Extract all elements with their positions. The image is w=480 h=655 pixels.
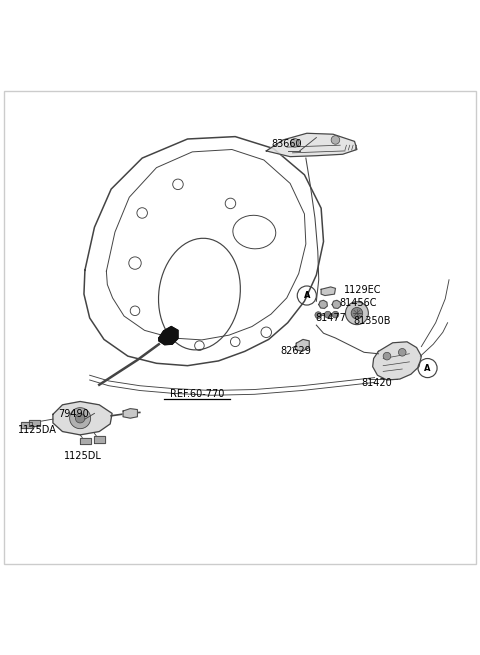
Text: 79490: 79490 (59, 409, 89, 419)
Circle shape (324, 311, 331, 318)
Polygon shape (295, 339, 309, 351)
Circle shape (331, 136, 340, 144)
Circle shape (383, 352, 391, 360)
Polygon shape (159, 327, 178, 345)
Polygon shape (123, 409, 137, 418)
Circle shape (315, 312, 322, 318)
Polygon shape (266, 133, 357, 157)
Circle shape (70, 407, 91, 428)
Text: 1129EC: 1129EC (344, 286, 382, 295)
Polygon shape (321, 287, 336, 295)
Polygon shape (80, 438, 91, 445)
Polygon shape (22, 422, 32, 428)
Circle shape (351, 307, 363, 319)
Text: 81350B: 81350B (354, 316, 391, 326)
Circle shape (290, 138, 299, 147)
Polygon shape (95, 436, 105, 443)
Text: 82629: 82629 (281, 346, 312, 356)
Circle shape (346, 302, 368, 325)
Text: 81420: 81420 (362, 378, 393, 388)
Polygon shape (53, 402, 112, 435)
Text: REF.60-770: REF.60-770 (170, 388, 224, 399)
Text: 1125DL: 1125DL (63, 451, 101, 460)
Text: 1125DA: 1125DA (18, 425, 57, 435)
Circle shape (398, 348, 406, 356)
Text: A: A (303, 291, 310, 300)
Circle shape (332, 311, 339, 318)
Text: 81456C: 81456C (339, 297, 377, 308)
Text: 83660: 83660 (272, 140, 302, 149)
Polygon shape (332, 300, 341, 309)
Polygon shape (372, 342, 421, 380)
Circle shape (75, 413, 85, 423)
Text: 81477: 81477 (315, 313, 346, 323)
Text: A: A (424, 364, 431, 373)
Polygon shape (319, 300, 327, 309)
Polygon shape (29, 420, 39, 426)
